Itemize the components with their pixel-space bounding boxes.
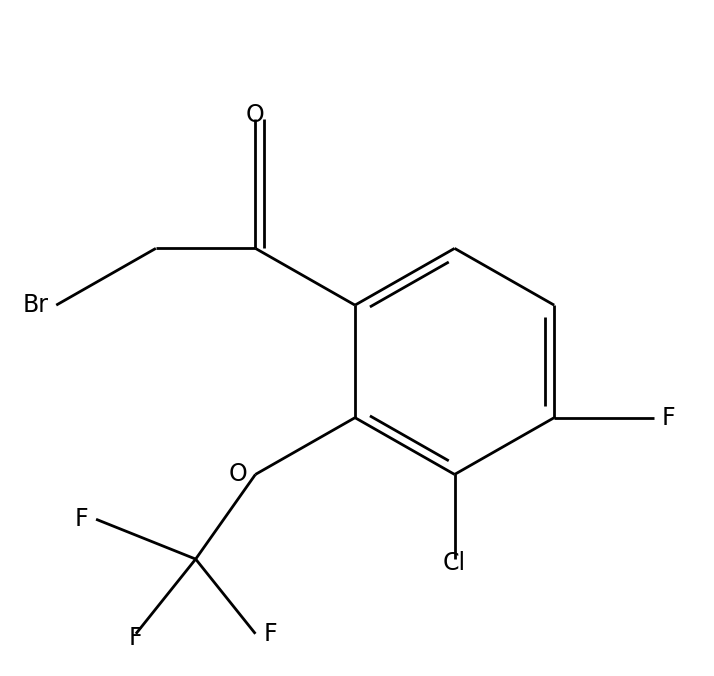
Text: F: F [74,507,88,531]
Text: O: O [246,103,265,127]
Text: F: F [129,626,143,650]
Text: O: O [228,462,248,487]
Text: Cl: Cl [443,551,466,575]
Text: F: F [263,622,277,646]
Text: F: F [662,406,675,430]
Text: Br: Br [22,293,49,317]
